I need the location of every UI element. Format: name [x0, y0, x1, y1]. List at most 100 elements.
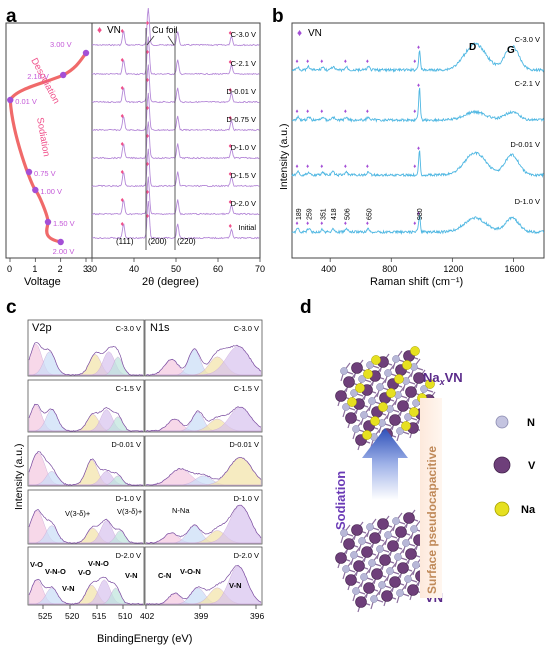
raman-xtick-label: 1200	[443, 264, 463, 274]
xrd-vn-marker: ♦	[121, 197, 125, 204]
na-atom-swatch	[494, 501, 510, 517]
raman-vn-marker: ♦	[344, 164, 347, 170]
xps-annot: V-N-O	[88, 559, 109, 568]
xps-row-label: D-1.0 V	[116, 494, 141, 503]
crystal-n-atom	[366, 523, 374, 531]
crystal-n-atom	[370, 595, 378, 603]
n1s-title: N1s	[150, 322, 170, 334]
xps-row-label: D-0.01 V	[111, 440, 141, 449]
voltage-point	[82, 49, 90, 57]
xps-xtick-label: 399	[194, 611, 208, 621]
naxvn-label: NaxVN	[423, 370, 463, 387]
xrd-trace	[91, 121, 260, 160]
xrd-trace-label: Initial	[238, 223, 256, 232]
raman-vn-marker: ♦	[320, 164, 323, 170]
xps-annot: V-N	[229, 581, 242, 590]
xrd-vn-marker: ♦	[146, 20, 150, 27]
atom-legend: N V Na	[493, 415, 536, 517]
crystal-n-atom	[360, 411, 368, 419]
xrd-vn-marker: ♦	[121, 169, 125, 176]
volt-xtick-label: 2	[58, 264, 63, 274]
crystal-na-atom	[386, 388, 396, 398]
xrd-trace	[91, 7, 260, 47]
xps-subplot-frame	[27, 489, 145, 545]
xps-envelope	[28, 451, 144, 486]
xps-row-label: D-2.0 V	[234, 551, 259, 560]
band-d-label: D	[469, 42, 476, 53]
crystal-v-atom	[369, 532, 381, 544]
xrd-trace-label: D-0.75 V	[226, 115, 256, 124]
crystal-v-atom	[413, 372, 425, 384]
xps-row-label: C-3.0 V	[116, 324, 141, 333]
n-atom-swatch	[495, 415, 509, 429]
xrd-vn-marker: ♦	[121, 221, 125, 228]
xrd-xtick-label: 40	[129, 264, 139, 274]
raman-xtick-label: 800	[382, 264, 397, 274]
cu-arrow-1	[146, 35, 155, 46]
panel-c: c Intensity (a.u.) C-3.0 V C-3.0 V C-1.5 V…	[6, 297, 264, 645]
crystal-v-atom	[363, 582, 375, 594]
crystal-v-atom	[335, 390, 347, 402]
raman-legend-marker: ♦	[297, 28, 302, 39]
raman-peak-label: 650	[366, 208, 373, 220]
xrd-trace-label: C-2.1 V	[231, 59, 256, 68]
xrd-vn-marker: ♦	[121, 113, 125, 120]
raman-xtick-label: 1600	[504, 264, 524, 274]
xps-subplot-frame	[144, 489, 263, 545]
crystal-n-atom	[396, 589, 404, 597]
xps-subplot-frame	[144, 379, 263, 433]
crystal-na-atom	[362, 430, 372, 440]
xps-annot: V-O	[30, 560, 43, 569]
crystal-v-atom	[381, 590, 393, 602]
panel-d-letter: d	[300, 297, 312, 318]
crystal-v-atom	[355, 596, 367, 608]
panel-a: a 2.00 V 1.50 V 1.00 V 0.75 V 0.01 V 2.10 V 3.…	[5, 6, 265, 288]
crystal-n-atom	[368, 559, 376, 567]
xps-envelope	[28, 342, 144, 376]
xrd-trace	[91, 200, 260, 240]
xrd-vn-marker: ♦	[121, 57, 125, 64]
crystal-n-atom	[376, 545, 384, 553]
crystal-n-atom	[378, 581, 386, 589]
crystal-v-atom	[405, 386, 417, 398]
raman-trace-label: C-3.0 V	[515, 35, 540, 44]
xps-row-label: C-1.5 V	[116, 384, 141, 393]
xps-xtick-label: 520	[65, 611, 79, 621]
v2p-title: V2p	[32, 322, 52, 334]
voltage-point-label: 2.00 V	[53, 247, 75, 256]
crystal-v-atom	[389, 414, 401, 426]
crystal-n-atom	[358, 375, 366, 383]
crystal-n-atom	[376, 383, 384, 391]
crystal-v-atom	[343, 376, 355, 388]
cu-foil-label: Cu foil	[152, 25, 178, 35]
xrd-trace-label: D-0.01 V	[226, 87, 256, 96]
raman-trace-label: C-2.1 V	[515, 79, 540, 88]
two-theta-axis-label: 2θ (degree)	[142, 276, 199, 288]
crystal-n-atom	[386, 567, 394, 575]
xrd-vn-marker: ♦	[228, 115, 232, 122]
xps-subplot-frame	[27, 546, 145, 606]
xrd-vn-marker: ♦	[146, 189, 150, 196]
xrd-vn-marker: ♦	[228, 59, 232, 66]
panel-b-letter: b	[272, 6, 284, 27]
xps-annot: V-O	[78, 568, 91, 577]
xrd-trace	[92, 92, 260, 132]
panel-b: b Intensity (a.u.) ♦ VN ♦ ♦ ♦ ♦ ♦ ♦♦♦ ♦ ♦ ♦ ♦ ♦♦♦ ♦…	[272, 6, 545, 288]
crystal-v-atom	[377, 518, 389, 530]
crystal-n-atom	[352, 587, 360, 595]
raman-vn-marker: ♦	[417, 83, 420, 89]
xps-row-label: C-3.0 V	[234, 324, 259, 333]
xrd-trace	[91, 148, 260, 188]
crystal-v-atom	[389, 576, 401, 588]
raman-vn-marker: ♦	[320, 109, 323, 115]
surface-pseudocapacitive-label: Surface pseudocapacitive	[425, 446, 439, 594]
raman-peak-label: 259	[307, 208, 314, 220]
crystal-v-atom	[397, 562, 409, 574]
crystal-v-atom	[405, 548, 417, 560]
crystal-n-atom	[392, 517, 400, 525]
crystal-n-atom	[394, 553, 402, 561]
raman-vn-marker: ♦	[320, 221, 323, 227]
crystal-na-atom	[401, 421, 411, 431]
crystal-n-atom	[368, 397, 376, 405]
xps-annot: V(3-δ)+	[117, 507, 143, 516]
